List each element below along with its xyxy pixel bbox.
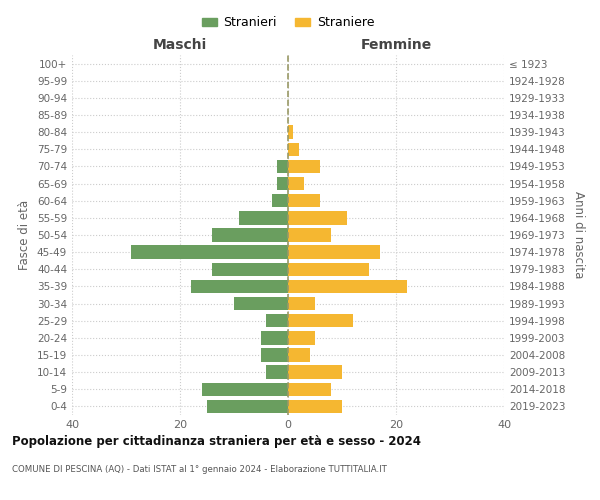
Bar: [288, 382, 331, 396]
Bar: [288, 400, 342, 413]
Bar: [234, 297, 288, 310]
Bar: [212, 262, 288, 276]
Text: Popolazione per cittadinanza straniera per età e sesso - 2024: Popolazione per cittadinanza straniera p…: [12, 435, 421, 448]
Bar: [288, 211, 347, 224]
Bar: [261, 331, 288, 344]
Legend: Stranieri, Straniere: Stranieri, Straniere: [197, 11, 379, 34]
Bar: [288, 194, 320, 207]
Bar: [288, 314, 353, 328]
Bar: [288, 262, 369, 276]
Text: Femmine: Femmine: [361, 38, 431, 52]
Bar: [277, 177, 288, 190]
Bar: [131, 246, 288, 259]
Bar: [277, 160, 288, 173]
Bar: [288, 177, 304, 190]
Bar: [202, 382, 288, 396]
Bar: [266, 366, 288, 379]
Y-axis label: Fasce di età: Fasce di età: [19, 200, 31, 270]
Bar: [288, 228, 331, 241]
Bar: [261, 348, 288, 362]
Bar: [272, 194, 288, 207]
Bar: [239, 211, 288, 224]
Bar: [288, 297, 315, 310]
Bar: [288, 280, 407, 293]
Bar: [207, 400, 288, 413]
Bar: [288, 246, 380, 259]
Bar: [288, 160, 320, 173]
Bar: [266, 314, 288, 328]
Y-axis label: Anni di nascita: Anni di nascita: [572, 192, 585, 278]
Bar: [212, 228, 288, 241]
Bar: [191, 280, 288, 293]
Text: COMUNE DI PESCINA (AQ) - Dati ISTAT al 1° gennaio 2024 - Elaborazione TUTTITALIA: COMUNE DI PESCINA (AQ) - Dati ISTAT al 1…: [12, 465, 387, 474]
Bar: [288, 348, 310, 362]
Bar: [288, 126, 293, 139]
Text: Maschi: Maschi: [153, 38, 207, 52]
Bar: [288, 366, 342, 379]
Bar: [288, 142, 299, 156]
Bar: [288, 331, 315, 344]
